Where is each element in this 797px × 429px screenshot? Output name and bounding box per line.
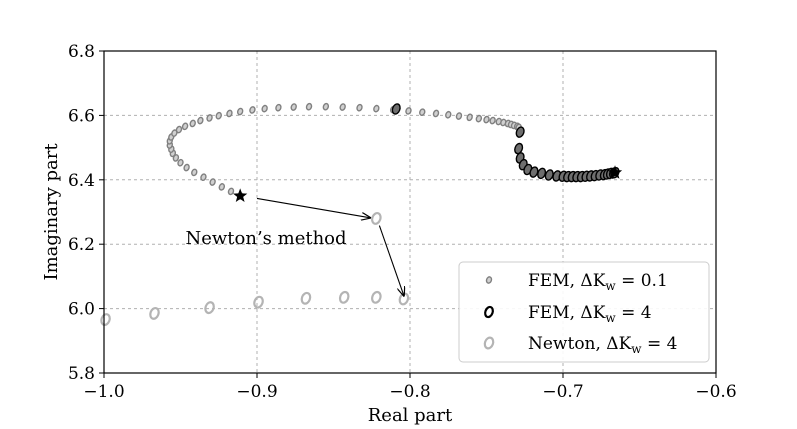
newton-point (338, 290, 350, 304)
series-layer (100, 102, 623, 326)
fem-large-point (391, 103, 401, 115)
annotation-arrow-1 (256, 197, 370, 217)
fem-small-point (455, 112, 463, 120)
x-tick-label: −1.0 (83, 382, 124, 402)
newton-point (371, 211, 382, 225)
x-tick-label: −0.6 (695, 382, 736, 402)
y-axis-label: Imaginary part (41, 143, 62, 281)
fem-small-point (275, 103, 282, 112)
fem-small-point (209, 178, 216, 186)
fem-small-point (181, 122, 189, 131)
fem-small-point (261, 104, 268, 113)
y-tick-label: 6.6 (68, 106, 95, 126)
fem-small-point (183, 163, 190, 172)
legend-fem-large-label: FEM, ΔKw = 4 (528, 303, 652, 325)
fem-small-point (236, 107, 244, 116)
fem-small-point (215, 111, 222, 120)
fem-small-point (197, 116, 204, 125)
y-tick-label: 6.0 (68, 300, 95, 320)
fem-small-point (356, 103, 363, 112)
fem-small-point (206, 114, 213, 122)
fem-small-point (483, 115, 490, 124)
annotation-layer: Newton’s method (185, 197, 403, 296)
annotation-arrow-2 (378, 225, 403, 296)
fem-small-point (432, 109, 440, 118)
fem-small-point (290, 103, 297, 111)
newton-point (371, 290, 382, 304)
fem-small-point (171, 129, 178, 137)
x-axis-label: Real part (368, 405, 453, 426)
newton-point (300, 291, 312, 305)
ticks: −1.0 −0.9 −0.8 −0.7 −0.6 5.8 6.0 6.2 6.4 6.6 6.8 (68, 42, 737, 402)
fem-small-point (227, 187, 235, 196)
fem-large-point (515, 126, 525, 138)
legend-box (458, 261, 710, 363)
fem-small-point (373, 104, 380, 113)
fem-small-point (218, 183, 226, 191)
newton-point (253, 295, 264, 309)
fem-small-point (405, 107, 412, 115)
x-tick-label: −0.8 (389, 382, 430, 402)
x-tick-label: −0.7 (542, 382, 583, 402)
legend-fem-small-label: FEM, ΔKw = 0.1 (528, 271, 668, 293)
fem-small-point (322, 102, 330, 111)
fem-small-point (189, 119, 196, 128)
legend-fem-small-marker (485, 276, 493, 284)
fem-small-point (445, 110, 452, 119)
start-right-star-icon (607, 165, 623, 179)
fem-small-point (339, 103, 346, 111)
fem-small-point (419, 108, 426, 116)
y-tick-label: 6.2 (68, 235, 95, 255)
fem-small-point (489, 116, 496, 125)
legend-fem-large-marker (484, 305, 494, 319)
x-tick-label: −0.9 (236, 382, 277, 402)
fem-small-point (466, 113, 473, 122)
annotation-text: Newton’s method (185, 228, 346, 249)
legend-newton-marker (483, 336, 495, 350)
y-tick-label: 6.8 (68, 42, 95, 62)
y-tick-label: 5.8 (68, 364, 95, 384)
newton-point (149, 306, 160, 320)
fem-small-point (191, 168, 198, 177)
fem-small-point (200, 173, 207, 182)
fem-large-point (514, 142, 524, 155)
legend: FEM, ΔKw = 0.1 FEM, ΔKw = 4 Newton, ΔKw = … (458, 261, 710, 363)
y-tick-label: 6.4 (68, 171, 95, 191)
legend-newton-label: Newton, ΔKw = 4 (528, 334, 677, 356)
fem-small-point (226, 109, 233, 118)
newton-point (204, 301, 215, 315)
start-left-star-icon (233, 188, 248, 202)
fem-small-point (305, 102, 313, 111)
fem-small-point (175, 125, 183, 134)
fem-small-point (475, 114, 483, 123)
fem-small-point (177, 158, 184, 167)
fem-small-point (249, 106, 256, 114)
